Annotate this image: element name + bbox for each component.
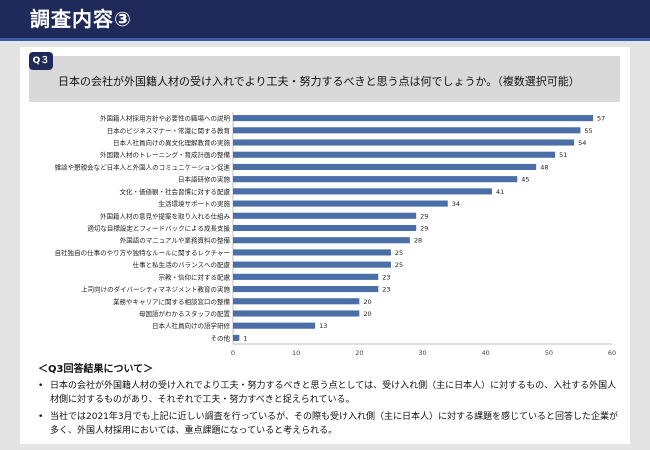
question-banner [29, 56, 620, 102]
data-label: 13 [319, 322, 327, 330]
category-label: 日本語研修の実施 [178, 175, 231, 184]
page-title: 調査内容③ [30, 7, 132, 31]
category-label: 母国語がわかるスタッフの配置 [139, 309, 231, 318]
bullet-icon: • [38, 381, 44, 391]
note-text: 当社では2021年3月でも上記に近しい調査を行っているが、その際も受け入れ側（主… [50, 412, 619, 436]
category-label: その他 [211, 333, 231, 342]
category-label: 外国語のマニュアルや業務資料の整備 [120, 236, 231, 245]
x-tick-label: 30 [418, 349, 426, 357]
data-label: 48 [540, 163, 548, 171]
category-label: 適切な目標設定とフィードバックによる成長支援 [87, 224, 230, 233]
data-label: 41 [496, 188, 504, 196]
category-label: 外国籍人材の意見や提案を取り入れる仕組み [100, 211, 231, 220]
data-label: 54 [578, 139, 586, 147]
note-item: • 当社では2021年3月でも上記に近しい調査を行っているが、その際も受け入れ側… [38, 410, 623, 438]
category-label: 日本のビジネスマナー・常識に関する教育 [107, 126, 231, 135]
x-tick-label: 20 [355, 349, 363, 357]
content-card [20, 47, 630, 444]
bar [233, 298, 360, 305]
data-label: 28 [414, 237, 422, 245]
note-item: • 日本の会社が外国籍人材の受け入れでより工夫・努力するべきと思う点としては、受… [38, 379, 623, 407]
header-bar: 調査内容③ [0, 0, 650, 38]
bar [233, 212, 417, 219]
data-label: 55 [584, 127, 592, 135]
x-tick-label: 50 [545, 349, 553, 357]
bar [233, 261, 391, 268]
bar [233, 188, 492, 195]
category-label: 宗教・信仰に対する配慮 [159, 272, 231, 281]
x-tick-label: 60 [608, 349, 616, 357]
data-label: 25 [395, 249, 403, 257]
bar [233, 200, 448, 207]
category-label: 自社独自の仕事のやり方や独特なルールに関するレクチャー [55, 248, 230, 257]
bar [233, 249, 391, 256]
bar [233, 334, 240, 341]
category-label: 生活環境サポートの実施 [159, 199, 231, 208]
bar [233, 139, 575, 146]
data-label: 20 [363, 310, 371, 318]
data-label: 34 [452, 200, 460, 208]
category-label: 外国籍人材のトレーニング・育成計画の整備 [100, 150, 231, 159]
x-tick-label: 10 [292, 349, 300, 357]
category-label: 日本人社員向けの異文化理解教育の実施 [113, 138, 231, 147]
data-label: 23 [382, 286, 390, 294]
bullet-icon: • [38, 412, 44, 422]
bar [233, 151, 556, 158]
data-label: 1 [243, 334, 247, 342]
category-label: 仕事と私生活のバランスへの配慮 [133, 260, 231, 269]
data-label: 57 [597, 115, 605, 123]
category-label: 上司向けのダイバーシティマネジメント教育の実施 [81, 285, 230, 294]
x-tick-label: 0 [231, 349, 235, 357]
data-label: 25 [395, 261, 403, 269]
category-label: 雑談や懇親会など日本人と外国人のコミュニケーション促進 [55, 162, 231, 171]
category-label: 外国籍人材採用方針や必要性の職場への説明 [100, 114, 231, 123]
header-accent-line [0, 38, 650, 41]
bar [233, 273, 379, 280]
data-label: 29 [420, 225, 428, 233]
data-label: 23 [382, 273, 390, 281]
bar [233, 224, 417, 232]
bar [233, 310, 360, 317]
notes-title: ＜Q3回答結果について＞ [38, 364, 154, 375]
bar [233, 322, 316, 329]
data-label: 45 [521, 176, 529, 184]
note-text: 日本の会社が外国籍人材の受け入れでより工夫・努力するべきと思う点としては、受け入… [50, 381, 617, 405]
bar [233, 163, 537, 170]
question-badge: Q３ [29, 52, 53, 70]
data-label: 51 [559, 151, 567, 159]
bar [233, 115, 594, 122]
category-label: 文化・価値観・社会習慣に対する配慮 [120, 187, 231, 196]
x-tick-label: 40 [482, 349, 490, 357]
category-label: 日本人社員向けの語学研修 [152, 321, 231, 330]
data-label: 29 [420, 212, 428, 220]
question-text: 日本の会社が外国籍人材の受け入れでより工夫・努力するべきと思う点は何でしょうか。… [58, 75, 580, 88]
bar [233, 176, 518, 183]
bar [233, 286, 379, 293]
bar [233, 237, 410, 244]
bar [233, 127, 581, 134]
data-label: 20 [363, 298, 371, 306]
category-label: 業務やキャリアに関する相談窓口の整備 [113, 297, 231, 306]
